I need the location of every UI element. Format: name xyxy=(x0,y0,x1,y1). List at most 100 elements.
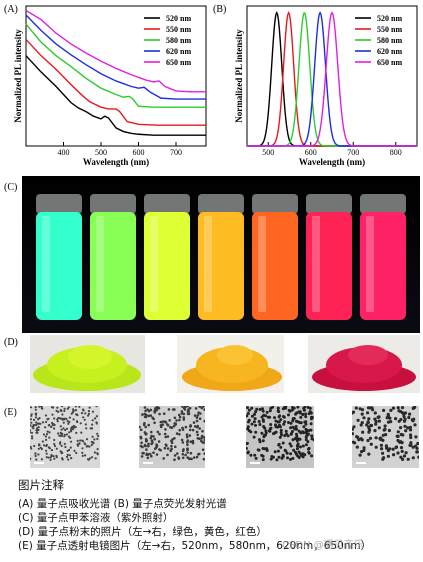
nanoparticle xyxy=(30,406,33,409)
nanoparticle xyxy=(413,423,417,427)
vial xyxy=(252,212,298,320)
nanoparticle xyxy=(307,412,311,416)
nanoparticle xyxy=(34,412,37,415)
nanoparticle xyxy=(391,406,396,410)
nanoparticle xyxy=(186,406,190,408)
nanoparticle xyxy=(200,434,204,438)
nanoparticle xyxy=(40,406,43,408)
nanoparticle xyxy=(273,450,277,454)
nanoparticle xyxy=(196,414,200,417)
nanoparticle xyxy=(45,456,48,459)
nanoparticle xyxy=(37,447,40,450)
nanoparticle xyxy=(91,419,94,422)
nanoparticle xyxy=(68,416,71,419)
nanoparticle xyxy=(279,428,283,432)
nanoparticle xyxy=(289,457,292,461)
series-line-550 xyxy=(25,38,206,126)
nanoparticle xyxy=(63,433,66,436)
nanoparticle xyxy=(412,417,416,421)
nanoparticle xyxy=(139,435,143,439)
nanoparticle xyxy=(145,448,148,451)
nanoparticle xyxy=(57,432,60,435)
nanoparticle xyxy=(202,457,205,461)
nanoparticle xyxy=(197,411,200,414)
nanoparticle xyxy=(69,446,72,449)
tem-image-620 xyxy=(246,406,314,468)
legend-label-580: 580 nm xyxy=(166,36,191,45)
nanoparticle xyxy=(152,451,155,454)
nanoparticle xyxy=(86,458,90,461)
nanoparticle xyxy=(261,458,265,462)
nanoparticle xyxy=(38,406,41,408)
nanoparticle xyxy=(61,432,64,435)
nanoparticle xyxy=(165,444,168,447)
nanoparticle xyxy=(261,409,265,413)
nanoparticle xyxy=(173,454,177,457)
nanoparticle xyxy=(285,451,289,455)
nanoparticle xyxy=(362,416,366,420)
nanoparticle xyxy=(381,451,385,455)
nanoparticle xyxy=(297,410,301,414)
nanoparticle xyxy=(62,427,65,430)
panel-label-e: (E) xyxy=(4,407,17,418)
nanoparticle xyxy=(95,406,98,408)
nanoparticle xyxy=(85,427,88,430)
nanoparticle xyxy=(150,434,153,438)
nanoparticle xyxy=(181,406,184,408)
nanoparticle xyxy=(417,455,419,459)
nanoparticle xyxy=(167,408,171,411)
nanoparticle xyxy=(301,412,305,416)
nanoparticle xyxy=(45,420,48,424)
nanoparticle xyxy=(159,420,163,424)
nanoparticle xyxy=(70,430,73,433)
nanoparticle xyxy=(379,437,383,441)
nanoparticle xyxy=(352,425,356,429)
nanoparticle xyxy=(386,454,390,458)
nanoparticle xyxy=(304,415,308,419)
nanoparticle xyxy=(47,446,50,449)
nanoparticle xyxy=(75,451,78,455)
nanoparticle xyxy=(304,422,308,426)
vial-cap xyxy=(36,194,82,214)
nanoparticle xyxy=(374,436,378,440)
nanoparticle xyxy=(32,423,35,427)
nanoparticle xyxy=(30,424,32,427)
nanoparticle xyxy=(59,425,62,428)
y-axis-label: Normalized PL intensity xyxy=(234,29,244,123)
nanoparticle xyxy=(82,416,85,419)
nanoparticle xyxy=(83,442,86,445)
nanoparticle xyxy=(381,433,385,437)
nanoparticle xyxy=(163,432,167,436)
vial-glare xyxy=(258,216,266,312)
nanoparticle xyxy=(170,444,173,448)
series-line-520 xyxy=(25,55,206,136)
nanoparticle xyxy=(93,451,96,454)
nanoparticle xyxy=(31,435,34,438)
series-line-650 xyxy=(247,11,417,147)
nanoparticle xyxy=(396,430,400,434)
nanoparticle xyxy=(382,456,386,460)
nanoparticle xyxy=(144,425,147,429)
nanoparticle xyxy=(180,410,184,413)
nanoparticle xyxy=(64,445,67,449)
nanoparticle xyxy=(178,415,182,419)
nanoparticle xyxy=(195,430,199,434)
nanoparticle xyxy=(352,432,355,436)
yellow-powder-photo xyxy=(177,335,284,393)
nanoparticle xyxy=(275,458,279,462)
nanoparticle xyxy=(198,406,202,408)
nanoparticle xyxy=(301,444,305,448)
nanoparticle xyxy=(55,454,58,457)
nanoparticle xyxy=(379,443,383,447)
nanoparticle xyxy=(96,453,99,456)
nanoparticle xyxy=(35,423,38,427)
nanoparticle xyxy=(253,412,256,416)
nanoparticle xyxy=(290,408,294,412)
nanoparticle xyxy=(283,420,287,424)
nanoparticle xyxy=(408,428,413,432)
nanoparticle xyxy=(60,444,63,447)
nanoparticle xyxy=(292,417,296,420)
nanoparticle xyxy=(68,448,71,452)
nanoparticle xyxy=(172,424,176,428)
nanoparticle xyxy=(87,412,91,415)
